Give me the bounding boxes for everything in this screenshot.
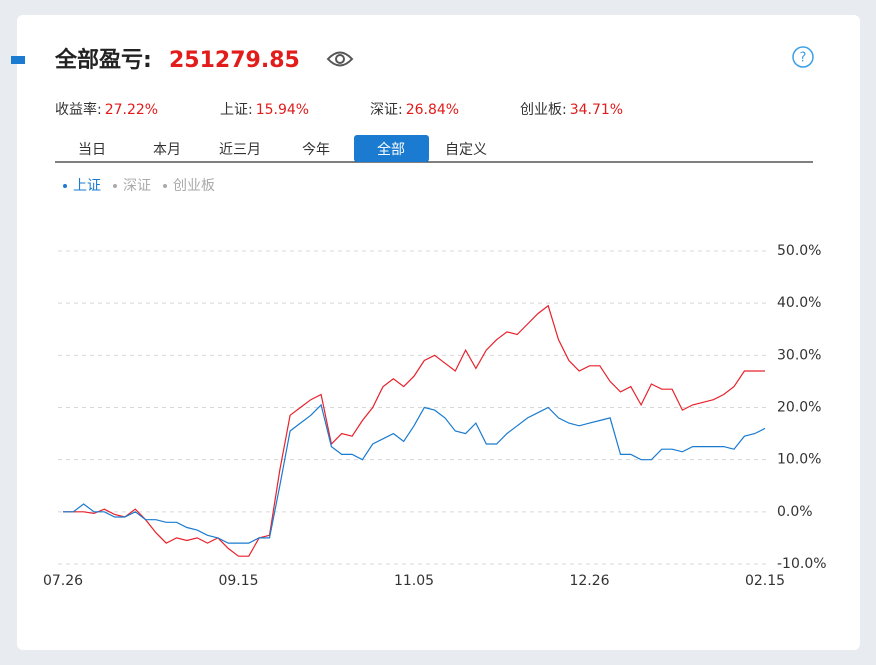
line-series bbox=[63, 403, 766, 544]
stat-value: 15.94% bbox=[256, 102, 309, 118]
total: 251279.85 bbox=[169, 48, 300, 73]
tab[interactable]: 近三月 bbox=[219, 142, 261, 158]
y-tick-label: 0.0% bbox=[777, 504, 813, 520]
stat-label: 深证: bbox=[370, 102, 403, 118]
y-tick-label: -10.0% bbox=[777, 556, 827, 572]
x-tick-label: 07.26 bbox=[43, 573, 83, 589]
stat-value: 27.22% bbox=[105, 102, 158, 118]
side-marker bbox=[11, 56, 25, 64]
x-tick-label: 11.05 bbox=[394, 573, 434, 589]
legend-label[interactable]: 上证 bbox=[73, 178, 101, 194]
legend-dot[interactable] bbox=[163, 184, 167, 188]
y-tick-label: 30.0% bbox=[777, 347, 821, 363]
stat-value: 34.71% bbox=[570, 102, 623, 118]
line-series bbox=[63, 304, 765, 557]
x-tick-label: 12.26 bbox=[569, 573, 609, 589]
legend-dot[interactable] bbox=[63, 184, 67, 188]
help-icon[interactable]: ? bbox=[792, 46, 814, 68]
stat-label: 创业板: bbox=[520, 102, 567, 118]
legend-label[interactable]: 创业板 bbox=[173, 178, 215, 194]
stat-value: 26.84% bbox=[406, 102, 459, 118]
legend-dot[interactable] bbox=[113, 184, 117, 188]
x-tick-label: 02.15 bbox=[745, 573, 785, 589]
tab[interactable]: 本月 bbox=[153, 142, 181, 158]
tab[interactable]: 自定义 bbox=[445, 142, 487, 158]
stat-label: 收益率: bbox=[55, 101, 102, 118]
card bbox=[17, 15, 860, 650]
y-tick-label: 10.0% bbox=[777, 452, 821, 468]
tab[interactable]: 当日 bbox=[78, 142, 106, 158]
y-tick-label: 40.0% bbox=[777, 295, 821, 311]
legend-label[interactable]: 深证 bbox=[123, 178, 151, 194]
svg-text:?: ? bbox=[800, 51, 807, 66]
tab[interactable]: 全部 bbox=[377, 141, 405, 158]
eye-icon[interactable] bbox=[326, 51, 354, 67]
title: 全部盈亏: bbox=[54, 47, 152, 73]
tab[interactable]: 今年 bbox=[302, 142, 330, 158]
stat-label: 上证: bbox=[220, 102, 253, 118]
tab-active-bg bbox=[354, 135, 429, 162]
x-tick-label: 09.15 bbox=[218, 573, 258, 589]
y-tick-label: 20.0% bbox=[777, 400, 821, 416]
y-tick-label: 50.0% bbox=[777, 243, 821, 259]
